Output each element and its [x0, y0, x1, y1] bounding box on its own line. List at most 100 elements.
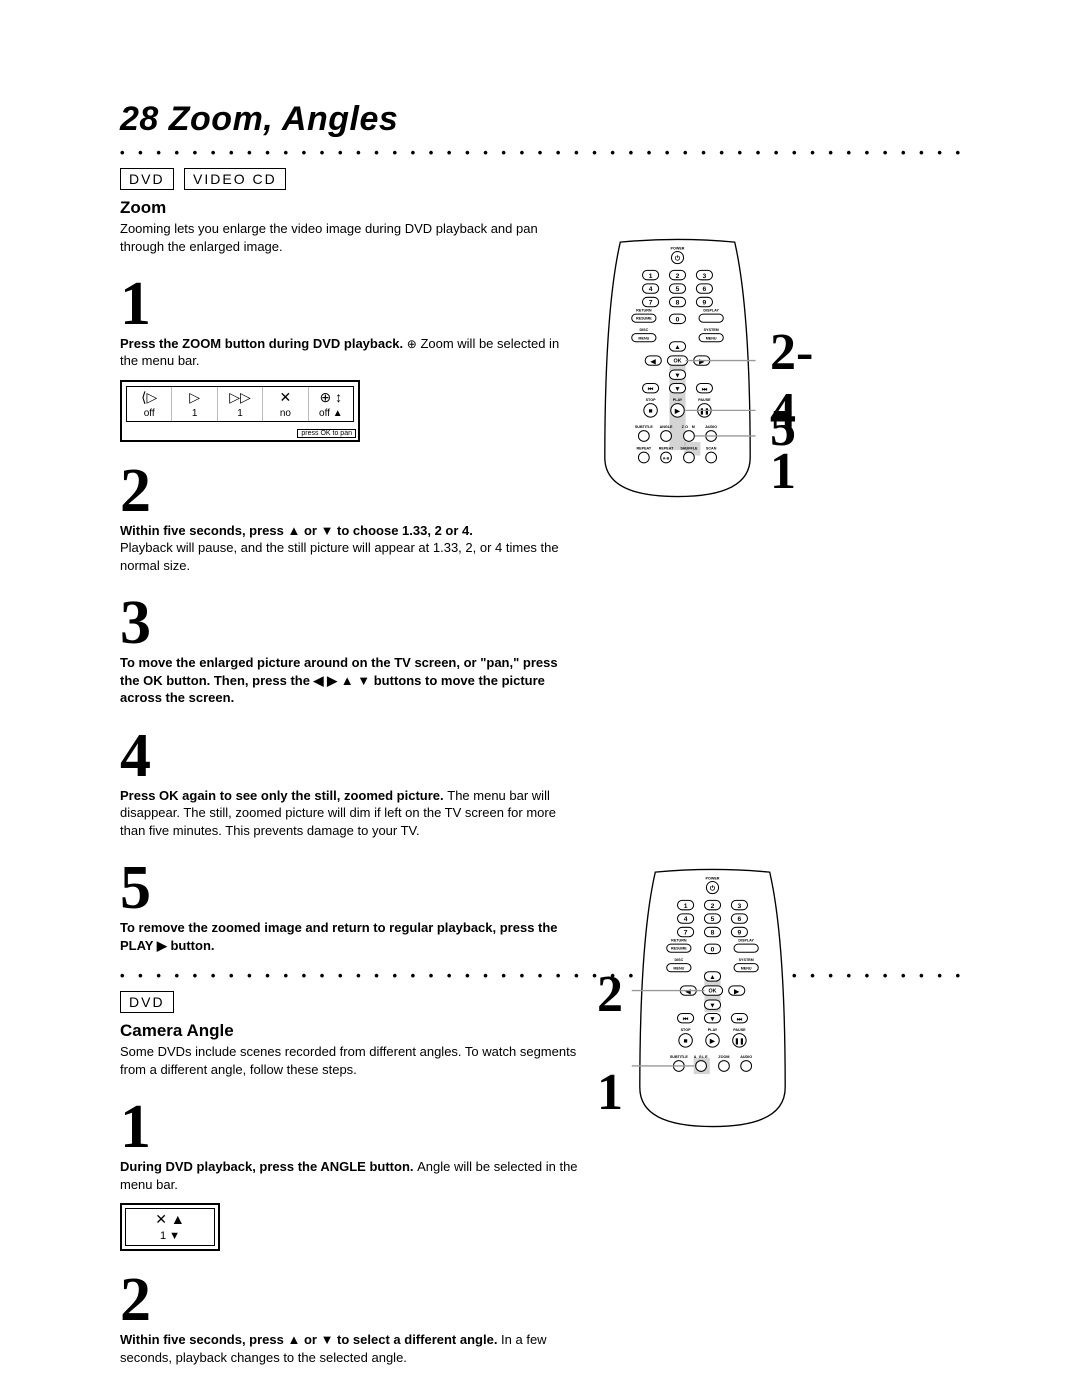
- svg-text:0: 0: [676, 317, 680, 324]
- svg-text:AUDIO: AUDIO: [705, 425, 717, 429]
- svg-text:SCAN: SCAN: [706, 446, 717, 450]
- svg-text:▲: ▲: [674, 344, 681, 351]
- angle-step-1: 1 During DVD playback, press the ANGLE b…: [120, 1100, 580, 1251]
- svg-text:◀: ◀: [650, 358, 657, 365]
- svg-text:DISC: DISC: [639, 328, 648, 332]
- svg-text:▶: ▶: [709, 1038, 716, 1045]
- svg-text:▼: ▼: [709, 1002, 716, 1009]
- svg-text:6: 6: [703, 286, 707, 293]
- step-number: 5: [120, 861, 580, 917]
- svg-text:◀: ◀: [685, 988, 692, 995]
- svg-text:4: 4: [684, 916, 688, 923]
- step-number: 3: [120, 596, 580, 652]
- svg-text:MENU: MENU: [638, 337, 649, 341]
- svg-text:MENU: MENU: [673, 967, 684, 971]
- zoom-step-4: 4 Press OK again to see only the still, …: [120, 729, 580, 839]
- zoom-icon: ⊕: [407, 336, 417, 352]
- svg-text:SYSTEM: SYSTEM: [704, 328, 719, 332]
- svg-text:3: 3: [703, 273, 707, 280]
- svg-text:3: 3: [738, 903, 742, 910]
- svg-text:8: 8: [676, 300, 680, 307]
- mb-label: off ▲: [309, 406, 353, 421]
- svg-text:1: 1: [684, 903, 688, 910]
- svg-text:9: 9: [703, 300, 707, 307]
- svg-text:⏮: ⏮: [648, 387, 654, 393]
- svg-text:▶: ▶: [698, 358, 705, 365]
- svg-text:OK: OK: [708, 989, 716, 995]
- step-rest: Playback will pause, and the still pictu…: [120, 540, 559, 573]
- svg-text:⏭: ⏭: [737, 1017, 743, 1023]
- step-number: 2: [120, 1273, 580, 1329]
- svg-text:REPEAT: REPEAT: [659, 446, 674, 450]
- svg-text:SYSTEM: SYSTEM: [739, 958, 754, 962]
- svg-text:■: ■: [684, 1038, 688, 1045]
- svg-text:6: 6: [738, 916, 742, 923]
- numpad: 1 2 3 4 5 6 7 8 9: [643, 270, 713, 306]
- svg-text:DISPLAY: DISPLAY: [738, 938, 754, 942]
- svg-text:RESUME: RESUME: [671, 947, 687, 951]
- svg-text:7: 7: [684, 930, 688, 937]
- power-label: POWER: [671, 247, 685, 251]
- tag-dvd: DVD: [120, 991, 174, 1013]
- svg-text:SUBTITLE: SUBTITLE: [670, 1055, 689, 1059]
- angle-menubar: ✕ ▲ 1 ▼: [120, 1203, 220, 1251]
- mb-label: no: [263, 406, 308, 421]
- remote-zoom: POWER ⏻ 1 2 3 4 5 6 7 8 9 RETURN DISPLAY…: [590, 190, 765, 555]
- svg-text:STOP: STOP: [681, 1028, 692, 1032]
- callout-angle-2: 2: [597, 965, 623, 1024]
- svg-text:PAUSE: PAUSE: [698, 398, 711, 402]
- angle-intro: Some DVDs include scenes recorded from d…: [120, 1043, 580, 1078]
- svg-text:▼: ▼: [674, 386, 681, 393]
- step-number: 1: [120, 1100, 580, 1156]
- zoom-step-3: 3 To move the enlarged picture around on…: [120, 596, 580, 706]
- svg-text:MENU: MENU: [741, 967, 752, 971]
- svg-text:SHUFFLE: SHUFFLE: [680, 446, 698, 450]
- tag-dvd: DVD: [120, 168, 174, 190]
- svg-text:1: 1: [649, 273, 653, 280]
- svg-text:RETURN: RETURN: [636, 308, 652, 312]
- svg-text:ZOOM: ZOOM: [718, 1055, 729, 1059]
- step-bold: Press the ZOOM button during DVD playbac…: [120, 336, 407, 351]
- svg-text:❚❚: ❚❚: [699, 408, 709, 415]
- mb-label: off: [127, 406, 172, 421]
- step-bold: Press OK again to see only the still, zo…: [120, 788, 447, 803]
- step-number: 1: [120, 277, 580, 333]
- zoom-title: Zoom: [120, 198, 580, 218]
- svg-text:0: 0: [711, 947, 715, 954]
- mb-label: 1: [218, 406, 263, 421]
- angle-title: Camera Angle: [120, 1021, 580, 1041]
- svg-text:▲: ▲: [709, 974, 716, 981]
- callout-angle-1: 1: [597, 1063, 623, 1122]
- svg-text:8: 8: [711, 930, 715, 937]
- svg-text:AUDIO: AUDIO: [740, 1055, 752, 1059]
- callout-1: 1: [770, 442, 796, 501]
- step-number: 4: [120, 729, 580, 785]
- mb-icon: ▷▷: [218, 387, 263, 406]
- mb-icon: ⟨▷: [127, 387, 172, 406]
- svg-text:❚❚: ❚❚: [734, 1038, 744, 1045]
- mb-label: 1: [172, 406, 217, 421]
- svg-text:REPEAT: REPEAT: [637, 446, 652, 450]
- svg-text:▼: ▼: [709, 1016, 716, 1023]
- zoom-tags: DVD VIDEO CD: [120, 168, 960, 190]
- svg-text:RESUME: RESUME: [636, 317, 652, 321]
- svg-text:PLAY: PLAY: [673, 398, 683, 402]
- mb-icon: ▷: [172, 387, 217, 406]
- svg-text:STOP: STOP: [646, 398, 657, 402]
- svg-text:2: 2: [676, 273, 680, 280]
- step-bold: To remove the zoomed image and return to…: [120, 920, 558, 953]
- svg-text:PAUSE: PAUSE: [733, 1028, 746, 1032]
- svg-text:▶: ▶: [674, 408, 681, 415]
- zoom-intro: Zooming lets you enlarge the video image…: [120, 220, 580, 255]
- step-bold: To move the enlarged picture around on t…: [120, 655, 558, 705]
- svg-text:ANGLE: ANGLE: [660, 425, 673, 429]
- step-bold: Within five seconds, press ▲ or ▼ to sel…: [120, 1332, 501, 1347]
- svg-text:■: ■: [649, 408, 653, 415]
- ab-bot: 1 ▼: [126, 1230, 214, 1245]
- svg-text:4: 4: [649, 286, 653, 293]
- svg-text:▶: ▶: [733, 988, 740, 995]
- divider-dots: • • • • • • • • • • • • • • • • • • • • …: [120, 968, 960, 983]
- mb-icon: ✕: [263, 387, 308, 406]
- svg-text:▼: ▼: [674, 372, 681, 379]
- mb-footer: press OK to pan: [297, 429, 356, 438]
